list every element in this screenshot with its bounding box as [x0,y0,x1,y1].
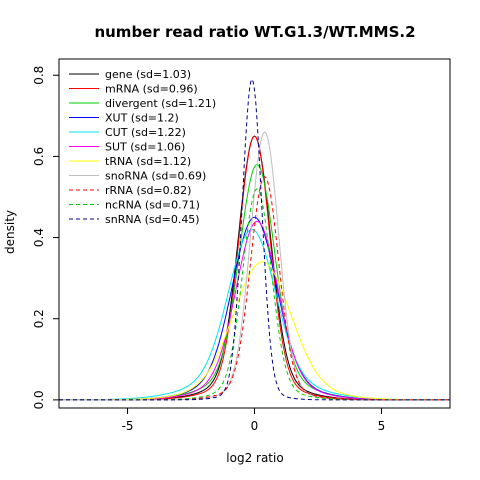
chart-title: number read ratio WT.G1.3/WT.MMS.2 [94,23,415,41]
x-axis-label: log2 ratio [226,451,283,465]
x-tick-label: 0 [251,419,259,433]
legend-entry: tRNA (sd=1.12) [105,155,191,168]
legend-entry: snRNA (sd=0.45) [105,213,200,226]
y-tick-label: 0.6 [32,147,46,166]
legend-entry: divergent (sd=1.21) [105,97,216,110]
series-curves [59,78,450,401]
series-line-4 [59,228,450,401]
series-line-3 [59,216,450,401]
x-axis: -5 0 5 [122,407,386,433]
legend-entry: mRNA (sd=0.96) [105,83,198,96]
y-axis: 0.0 0.2 0.4 0.6 0.8 [32,66,60,409]
legend-entry: snoRNA (sd=0.69) [105,170,206,183]
legend-entry: CUT (sd=1.22) [105,126,186,139]
y-tick-label: 0.0 [32,390,46,409]
legend-entry: rRNA (sd=0.82) [105,184,191,197]
legend-entry: ncRNA (sd=0.71) [105,199,200,212]
x-tick-label: -5 [122,419,134,433]
y-axis-label: density [3,210,17,254]
series-line-6 [59,261,450,401]
legend-entry: gene (sd=1.03) [105,68,191,81]
series-line-10 [59,78,450,401]
y-tick-label: 0.4 [32,228,46,247]
legend-entry: XUT (sd=1.2) [105,112,179,125]
y-tick-label: 0.2 [32,309,46,328]
series-line-5 [59,220,450,401]
y-tick-label: 0.8 [32,66,46,85]
legend-entry: SUT (sd=1.06) [105,141,185,154]
legend: gene (sd=1.03) mRNA (sd=0.96)divergent (s… [69,68,216,226]
x-tick-label: 5 [378,419,386,433]
